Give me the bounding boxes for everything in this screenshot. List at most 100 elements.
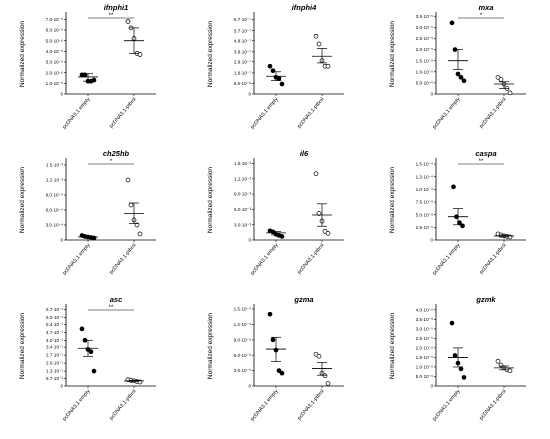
chart-panel-gzmk: gzmk Normalized expression 0 5.0·10⁻⁶ 1.0·10… xyxy=(389,295,526,422)
y-tick-label: 5.0·10⁻⁶ xyxy=(416,80,433,85)
data-point xyxy=(313,33,319,39)
y-tick-label: 1.3·10⁻⁴ xyxy=(416,174,433,179)
data-point xyxy=(279,234,285,239)
significance-label: ** xyxy=(109,305,114,311)
y-tick-label: 1.0·10⁻⁶ xyxy=(46,81,63,86)
data-point xyxy=(137,231,143,237)
y-tick-label: 6.0·10⁻⁵ xyxy=(234,353,251,358)
y-tick-label: 4.7·10⁻¹ xyxy=(46,330,63,335)
x-tick-label: pcDNA3.1-ptbrsl xyxy=(296,242,325,275)
data-point xyxy=(455,71,461,77)
y-tick-label: 7.0·10⁻⁶ xyxy=(46,17,63,22)
chart-panel-caspa: caspa Normalized expression 0 2.5·10⁻⁵ 5.0·1… xyxy=(389,149,526,276)
panel-title: ifnphi4 xyxy=(292,3,317,12)
x-tick-label: pcDNA3.1 empty xyxy=(432,388,462,422)
y-tick-label: 3.5·10⁻⁵ xyxy=(416,14,433,19)
data-point xyxy=(451,184,456,190)
y-tick-label: 3.8·10⁻⁷ xyxy=(234,49,251,54)
panel-title: gzma xyxy=(293,295,313,304)
y-tick-label: 3.0·10⁻³ xyxy=(234,222,251,227)
y-tick-label: 0 xyxy=(248,384,251,389)
chart-panel-ifnphi4: ifnphi4 Normalized expression 0 9.5·10⁻⁸ 1.9… xyxy=(207,3,344,130)
data-point xyxy=(267,311,273,317)
y-tick-label: 1.5·10⁻² xyxy=(234,161,251,166)
chart-panel-ch25hb: ch25hb Normalized expression 0 3.0·10⁻⁴ 6.0·… xyxy=(19,149,156,276)
y-axis-label: Normalized expression xyxy=(207,21,214,87)
y-tick-label: 0 xyxy=(430,238,433,243)
x-tick-label: pcDNA3.1-ptbrsl xyxy=(478,388,507,421)
data-point xyxy=(313,171,319,177)
panel-title: gzmk xyxy=(475,295,496,304)
x-tick-label: pcDNA3.1 empty xyxy=(432,96,462,130)
data-point xyxy=(125,19,131,24)
y-tick-label: 4.8·10⁻⁷ xyxy=(234,38,251,43)
y-tick-label: 0 xyxy=(60,238,63,243)
data-point xyxy=(279,81,285,87)
x-tick-label: pcDNA3.1-ptbrsl xyxy=(478,96,507,129)
y-axis-label: Normalized expression xyxy=(19,167,26,233)
data-point xyxy=(79,326,85,332)
data-point xyxy=(125,177,131,183)
y-tick-label: 3.0·10⁻⁵ xyxy=(234,368,251,373)
data-point xyxy=(507,368,513,374)
y-tick-label: 3.0·10⁻⁵ xyxy=(416,25,433,30)
data-point xyxy=(458,74,464,80)
x-tick-label: pcDNA3.1 empty xyxy=(62,242,92,276)
y-tick-label: 0 xyxy=(60,384,63,389)
y-tick-label: 2.5·10⁻⁵ xyxy=(416,336,433,341)
data-point xyxy=(316,353,322,359)
y-tick-label: 2.7·10⁻¹ xyxy=(46,353,63,358)
x-tick-label: pcDNA3.1-ptbrsl xyxy=(108,96,137,129)
data-point xyxy=(452,353,458,358)
panel-title: asc xyxy=(110,295,123,304)
y-axis-label: Normalized expression xyxy=(207,313,214,379)
x-tick-label: pcDNA3.1 empty xyxy=(250,388,280,422)
y-tick-label: 7.5·10⁻⁵ xyxy=(416,200,433,205)
significance-label: ** xyxy=(109,13,114,19)
y-tick-label: 4.0·10⁻¹ xyxy=(46,338,63,343)
significance-label: ** xyxy=(479,159,484,165)
data-point xyxy=(498,77,504,82)
significance-label: * xyxy=(110,159,113,165)
x-tick-label: pcDNA3.1-ptbrsl xyxy=(108,242,137,275)
y-tick-label: 6.0·10⁻⁴ xyxy=(46,208,63,213)
y-tick-label: 9.5·10⁻⁸ xyxy=(234,81,251,86)
x-tick-label: pcDNA3.1 empty xyxy=(62,96,92,130)
y-tick-label: 6.0·10⁻⁶ xyxy=(46,28,63,33)
data-point xyxy=(325,63,331,69)
panel-title: ch25hb xyxy=(103,149,130,158)
y-tick-label: 6.7·10⁻² xyxy=(46,376,63,381)
y-tick-label: 1.0·10⁻⁵ xyxy=(416,365,433,370)
y-tick-label: 1.5·10⁻⁴ xyxy=(234,307,251,312)
y-tick-label: 5.7·10⁻⁷ xyxy=(234,28,251,33)
y-tick-label: 4.0·10⁻⁶ xyxy=(46,49,63,54)
y-axis-label: Normalized expression xyxy=(389,167,396,233)
y-tick-label: 3.0·10⁻⁵ xyxy=(416,326,433,331)
y-tick-label: 6.0·10⁻¹ xyxy=(46,315,63,320)
x-tick-label: pcDNA3.1-ptbrsl xyxy=(478,242,507,275)
y-axis-label: Normalized expression xyxy=(389,313,396,379)
x-tick-label: pcDNA3.1-ptbrsl xyxy=(108,388,137,421)
data-point xyxy=(316,211,322,216)
y-tick-label: 3.4·10⁻¹ xyxy=(46,345,63,350)
y-tick-label: 6.7·10⁻⁷ xyxy=(234,17,251,22)
panel-title: il6 xyxy=(300,149,309,158)
data-point xyxy=(507,90,513,96)
data-point xyxy=(128,202,134,208)
significance-label: * xyxy=(480,13,483,19)
y-tick-label: 1.0·10⁻⁴ xyxy=(416,187,433,192)
y-tick-label: 0 xyxy=(248,92,251,97)
y-tick-label: 3.0·10⁻⁶ xyxy=(46,60,63,65)
y-tick-label: 0 xyxy=(430,92,433,97)
y-tick-label: 1.2·10⁻³ xyxy=(46,178,63,183)
y-tick-label: 1.5·10⁻³ xyxy=(46,163,63,168)
data-point xyxy=(276,76,282,81)
y-tick-label: 2.0·10⁻⁵ xyxy=(416,346,433,351)
chart-panel-il6: il6 Normalized expression 0 3.0·10⁻³ 6.0·10⁻… xyxy=(207,149,344,276)
y-tick-label: 1.2·10⁻² xyxy=(234,176,251,181)
y-tick-label: 0 xyxy=(248,238,251,243)
y-tick-label: 2.9·10⁻⁷ xyxy=(234,59,251,64)
panel-title: ifnphi1 xyxy=(104,3,129,12)
x-tick-label: pcDNA3.1 empty xyxy=(62,388,92,422)
